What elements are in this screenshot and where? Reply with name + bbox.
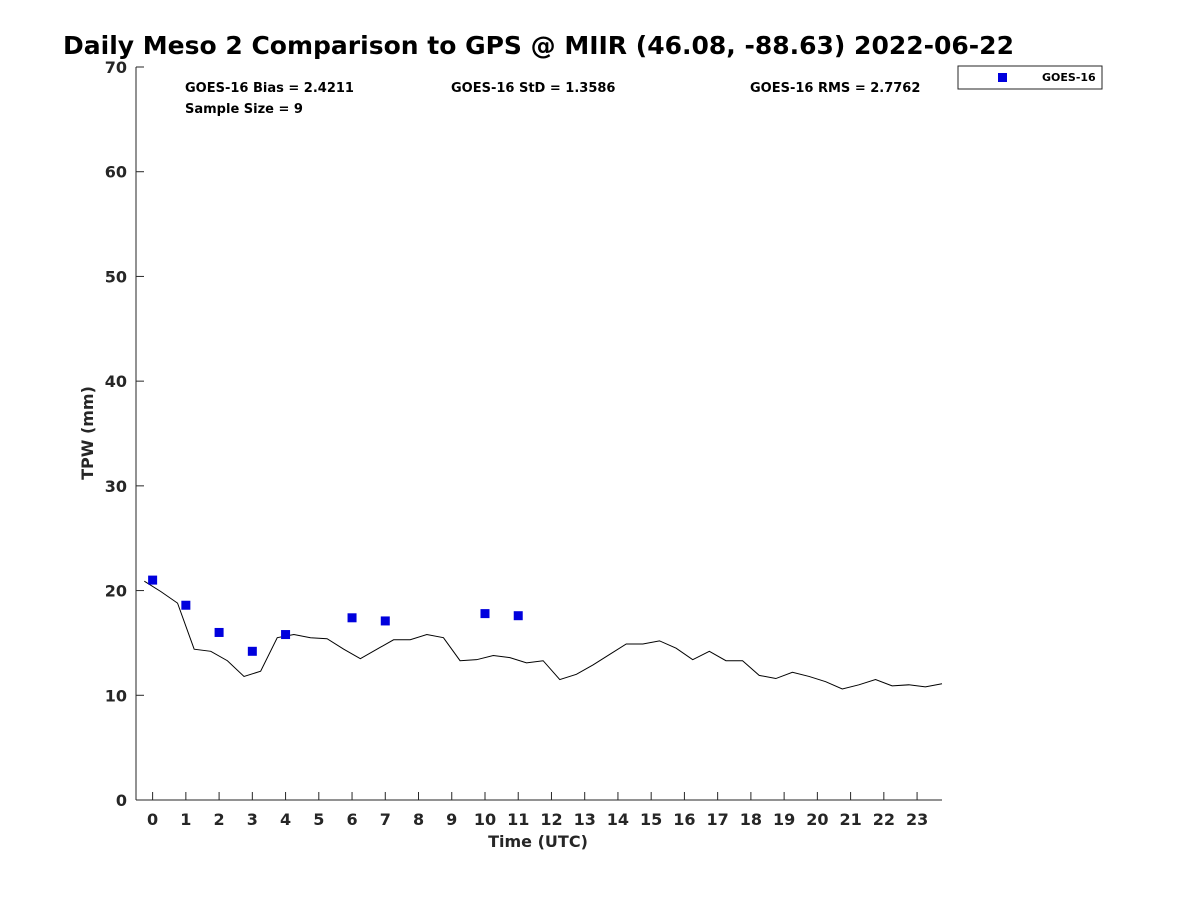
goes16-series-points	[148, 575, 523, 656]
goes16-data-point	[347, 613, 357, 623]
x-tick-label: 7	[380, 810, 391, 829]
x-tick-label: 21	[839, 810, 861, 829]
y-tick-label: 20	[105, 582, 127, 601]
x-tick-label: 5	[313, 810, 324, 829]
legend-box	[957, 65, 1103, 90]
stat-bias: GOES-16 Bias = 2.4211	[185, 81, 354, 96]
x-tick-label: 1	[180, 810, 191, 829]
x-tick-label: 17	[707, 810, 729, 829]
stat-std: GOES-16 StD = 1.3586	[451, 81, 615, 96]
gps-series-line	[144, 580, 943, 690]
x-axis-label: Time (UTC)	[488, 832, 588, 851]
x-axis-ticks: 0 1 2 3 4 5 6 7 8 9 10 11 12 13 14 15 16 17 18 19 20 21 22 23	[147, 792, 928, 829]
x-tick-label: 8	[413, 810, 424, 829]
x-tick-label: 10	[474, 810, 496, 829]
legend: GOES-16	[957, 65, 1103, 90]
stat-rms: GOES-16 RMS = 2.7762	[750, 81, 920, 96]
x-tick-label: 23	[906, 810, 928, 829]
x-tick-label: 6	[346, 810, 357, 829]
goes16-data-point	[513, 611, 523, 621]
x-tick-label: 2	[214, 810, 225, 829]
stat-sample-size: Sample Size = 9	[185, 102, 303, 117]
x-tick-label: 13	[574, 810, 596, 829]
x-tick-label: 11	[507, 810, 529, 829]
x-tick-label: 19	[773, 810, 795, 829]
goes16-data-point	[181, 600, 191, 610]
y-axis-ticks: 0 10 20 30 40 50 60 70	[105, 58, 144, 810]
x-tick-label: 9	[446, 810, 457, 829]
y-axis-label: TPW (mm)	[78, 386, 97, 480]
x-tick-label: 3	[247, 810, 258, 829]
chart-title: Daily Meso 2 Comparison to GPS @ MIIR (4…	[63, 31, 1014, 60]
y-tick-label: 70	[105, 58, 127, 77]
plot-area	[135, 67, 942, 801]
x-tick-label: 4	[280, 810, 291, 829]
goes16-data-point	[247, 646, 257, 656]
x-tick-label: 20	[806, 810, 828, 829]
x-tick-label: 12	[540, 810, 562, 829]
y-tick-label: 30	[105, 477, 127, 496]
goes16-data-point	[480, 609, 490, 619]
legend-label: GOES-16	[1042, 71, 1096, 84]
y-tick-label: 60	[105, 163, 127, 182]
x-tick-label: 22	[873, 810, 895, 829]
gps-tpw-line	[144, 580, 943, 690]
x-tick-label: 14	[607, 810, 629, 829]
y-tick-label: 0	[116, 791, 127, 810]
x-tick-label: 15	[640, 810, 662, 829]
legend-marker	[998, 73, 1007, 82]
x-tick-label: 18	[740, 810, 762, 829]
y-tick-label: 50	[105, 267, 127, 286]
y-tick-label: 10	[105, 686, 127, 705]
x-tick-label: 0	[147, 810, 158, 829]
goes16-data-point	[148, 575, 158, 585]
x-tick-label: 16	[673, 810, 695, 829]
goes16-data-point	[214, 627, 224, 637]
goes16-data-point	[281, 630, 291, 640]
goes16-data-point	[380, 616, 390, 626]
y-tick-label: 40	[105, 372, 127, 391]
